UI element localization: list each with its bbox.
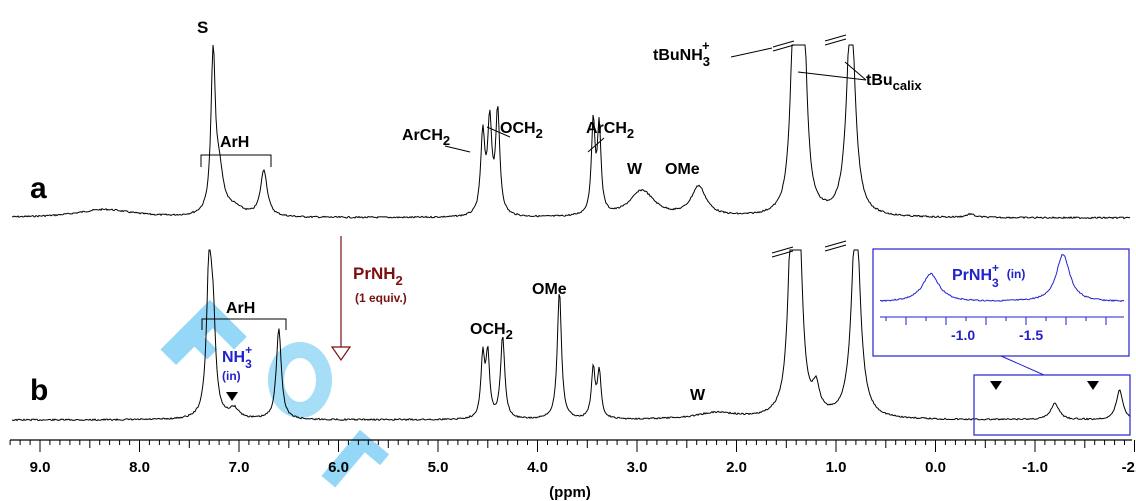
x-tick-label: 7.0 — [229, 459, 250, 476]
och2-b-label: OCH2 — [470, 321, 513, 342]
nh3-in-label: (in) — [222, 369, 241, 383]
tbu-calix-label: tBucalix — [866, 72, 922, 93]
x-tick-label: 9.0 — [30, 459, 51, 476]
w-b-label: W — [690, 387, 706, 404]
tbunh3-label: tBuNH3+ — [653, 38, 710, 69]
x-axis-tick-labels: 9.0 8.0 7.0 6.0 5.0 4.0 3.0 2.0 1.0 0.0 -1.0 -2.0 — [30, 459, 1136, 476]
arh-a-bracket — [200, 154, 272, 167]
x-tick-label: 8.0 — [129, 459, 150, 476]
x-tick-label: 1.0 — [826, 459, 847, 476]
break-marks — [771, 34, 847, 258]
x-tick-label: 2.0 — [726, 459, 747, 476]
x-axis-ticks — [9, 440, 1135, 452]
prnh2-label: PrNH2 — [353, 264, 403, 288]
inset-trace-line — [879, 253, 1125, 303]
arch2-right-leader — [587, 137, 605, 153]
x-axis-label: (ppm) — [549, 484, 591, 501]
inset-ticks — [885, 317, 1107, 325]
inset-source-box — [973, 374, 1131, 436]
arch2-left-leader — [444, 145, 471, 153]
trace-label-a: a — [30, 172, 47, 205]
tbu-calix-leader-2 — [844, 61, 867, 81]
arch2-right-label: ArCH2 — [586, 120, 634, 141]
tbu-calix-leader-1 — [797, 71, 867, 81]
inset-peak-marker-2 — [1087, 381, 1099, 390]
watermark — [160, 300, 390, 488]
reaction-arrowhead — [330, 346, 352, 362]
x-tick-label: 3.0 — [627, 459, 648, 476]
inset-peak-marker-1 — [990, 381, 1002, 390]
arh-a-label: ArH — [220, 134, 249, 151]
trace-label-b: b — [30, 374, 48, 407]
tbunh3-leader — [730, 47, 773, 58]
och2-a-label: OCH2 — [500, 120, 543, 141]
trace-a-line — [11, 44, 1131, 220]
inset-tick-label-2: -1.5 — [1019, 327, 1043, 343]
nh3-label: NH+ 3 — [222, 343, 252, 371]
arch2-left-label: ArCH2 — [402, 127, 450, 148]
x-tick-label: 6.0 — [328, 459, 349, 476]
arh-b-label: ArH — [226, 300, 255, 317]
w-a-label: W — [627, 161, 643, 178]
x-tick-label: 0.0 — [925, 459, 946, 476]
solvent-label: S — [197, 18, 208, 37]
equiv-label: (1 equiv.) — [355, 291, 407, 305]
ome-b-label: OMe — [532, 281, 567, 298]
och2-a-leader — [486, 126, 511, 138]
x-tick-label: -2.0 — [1122, 459, 1136, 476]
x-tick-label: 4.0 — [527, 459, 548, 476]
x-tick-label: -1.0 — [1022, 459, 1048, 476]
x-tick-label: 5.0 — [428, 459, 449, 476]
trace-b-line — [11, 249, 1131, 422]
inset-title: PrNH+ 3(in) — [952, 261, 1025, 290]
inset-panel — [872, 248, 1130, 357]
inset-connector — [1000, 355, 1045, 376]
ome-a-label: OMe — [665, 161, 700, 178]
arh-b-bracket — [201, 318, 287, 330]
inset-tick-label-1: -1.0 — [951, 327, 975, 343]
nh3-peak-marker — [226, 392, 238, 401]
